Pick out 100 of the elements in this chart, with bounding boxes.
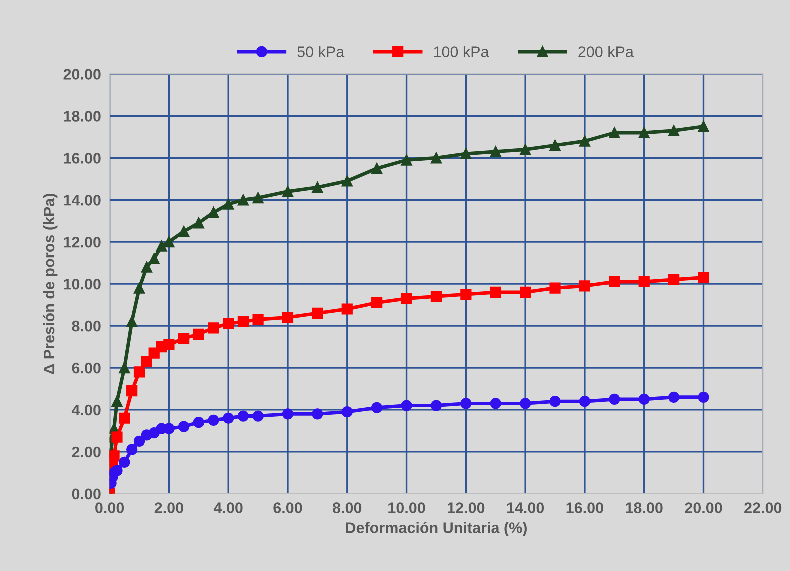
point [668, 125, 680, 136]
point [401, 293, 412, 304]
point [178, 226, 190, 238]
y-axis-title: Δ Presión de poros (kPa) [43, 194, 58, 374]
point [134, 366, 146, 378]
x-tick-label: 2.00 [154, 502, 184, 514]
point [223, 318, 234, 330]
point [372, 297, 383, 309]
point [579, 280, 591, 292]
point [372, 402, 383, 414]
point [134, 282, 146, 294]
point [609, 127, 620, 139]
point [430, 152, 442, 164]
point [164, 339, 175, 350]
point [126, 444, 138, 456]
point [520, 398, 532, 410]
point [112, 432, 123, 443]
point [668, 392, 680, 403]
point [312, 308, 324, 320]
point [550, 282, 561, 294]
x-tick-label: 20.00 [685, 502, 722, 514]
x-tick-label: 12.00 [448, 502, 485, 514]
x-tick-label: 0.00 [96, 502, 124, 514]
point [112, 465, 123, 476]
point [312, 408, 324, 420]
y-tick-label: 10.00 [64, 278, 101, 290]
point [134, 436, 146, 448]
x-tick-label: 6.00 [274, 502, 302, 514]
legend-label: 100 kPa [434, 46, 490, 58]
x-tick-label: 4.00 [214, 502, 243, 514]
y-tick-label: 20.00 [64, 69, 101, 80]
point [119, 456, 130, 468]
point [372, 163, 383, 174]
point [282, 408, 294, 420]
legend-label: 50 kPa [298, 46, 345, 58]
point [698, 392, 710, 403]
y-tick-label: 6.00 [72, 362, 101, 374]
x-tick-label: 10.00 [388, 502, 426, 514]
point [550, 140, 561, 152]
point [430, 291, 442, 302]
point [148, 253, 160, 264]
point [401, 400, 412, 412]
point [342, 304, 353, 315]
point [668, 274, 680, 286]
legend-label: 200 kPa [578, 46, 634, 58]
point [119, 362, 130, 374]
point [238, 194, 249, 206]
point [178, 421, 190, 432]
point [141, 356, 152, 368]
point [141, 262, 152, 273]
point [638, 276, 650, 288]
point [252, 192, 264, 204]
point [223, 412, 234, 424]
point [490, 398, 502, 410]
point [126, 316, 138, 328]
x-tick-label: 18.00 [626, 502, 663, 514]
x-axis-title: Deformación Unitaria (%) [346, 522, 527, 536]
point [490, 146, 502, 158]
point [252, 410, 264, 422]
point [609, 394, 620, 406]
point [460, 148, 472, 160]
point [460, 289, 472, 300]
point [208, 207, 220, 218]
point [223, 198, 234, 210]
point [164, 236, 175, 248]
x-tick-label: 14.00 [507, 502, 544, 514]
point [252, 314, 264, 326]
point [609, 276, 620, 288]
point [193, 218, 204, 229]
point [550, 396, 561, 408]
y-tick-label: 12.00 [64, 236, 101, 248]
point [312, 182, 324, 194]
point [520, 144, 532, 156]
point [520, 286, 532, 298]
y-tick-label: 16.00 [64, 153, 101, 164]
y-tick-label: 4.00 [72, 404, 101, 416]
point [126, 386, 138, 397]
point [282, 312, 294, 324]
point [238, 410, 249, 422]
point [282, 186, 294, 198]
y-tick-label: 18.00 [64, 111, 101, 122]
point [490, 286, 502, 298]
y-tick-label: 0.00 [72, 488, 101, 500]
point [110, 450, 120, 462]
point [178, 333, 190, 344]
point [638, 127, 650, 139]
point [342, 176, 353, 187]
point [342, 406, 353, 418]
point [579, 396, 591, 408]
point [238, 316, 249, 328]
point [119, 412, 130, 424]
point [401, 154, 412, 166]
y-tick-label: 8.00 [72, 320, 101, 332]
y-tick-label: 14.00 [64, 195, 101, 206]
point [460, 398, 472, 410]
point [208, 414, 220, 426]
point [698, 272, 710, 284]
point [638, 394, 650, 406]
point [193, 417, 204, 428]
x-tick-label: 22.00 [744, 502, 782, 514]
